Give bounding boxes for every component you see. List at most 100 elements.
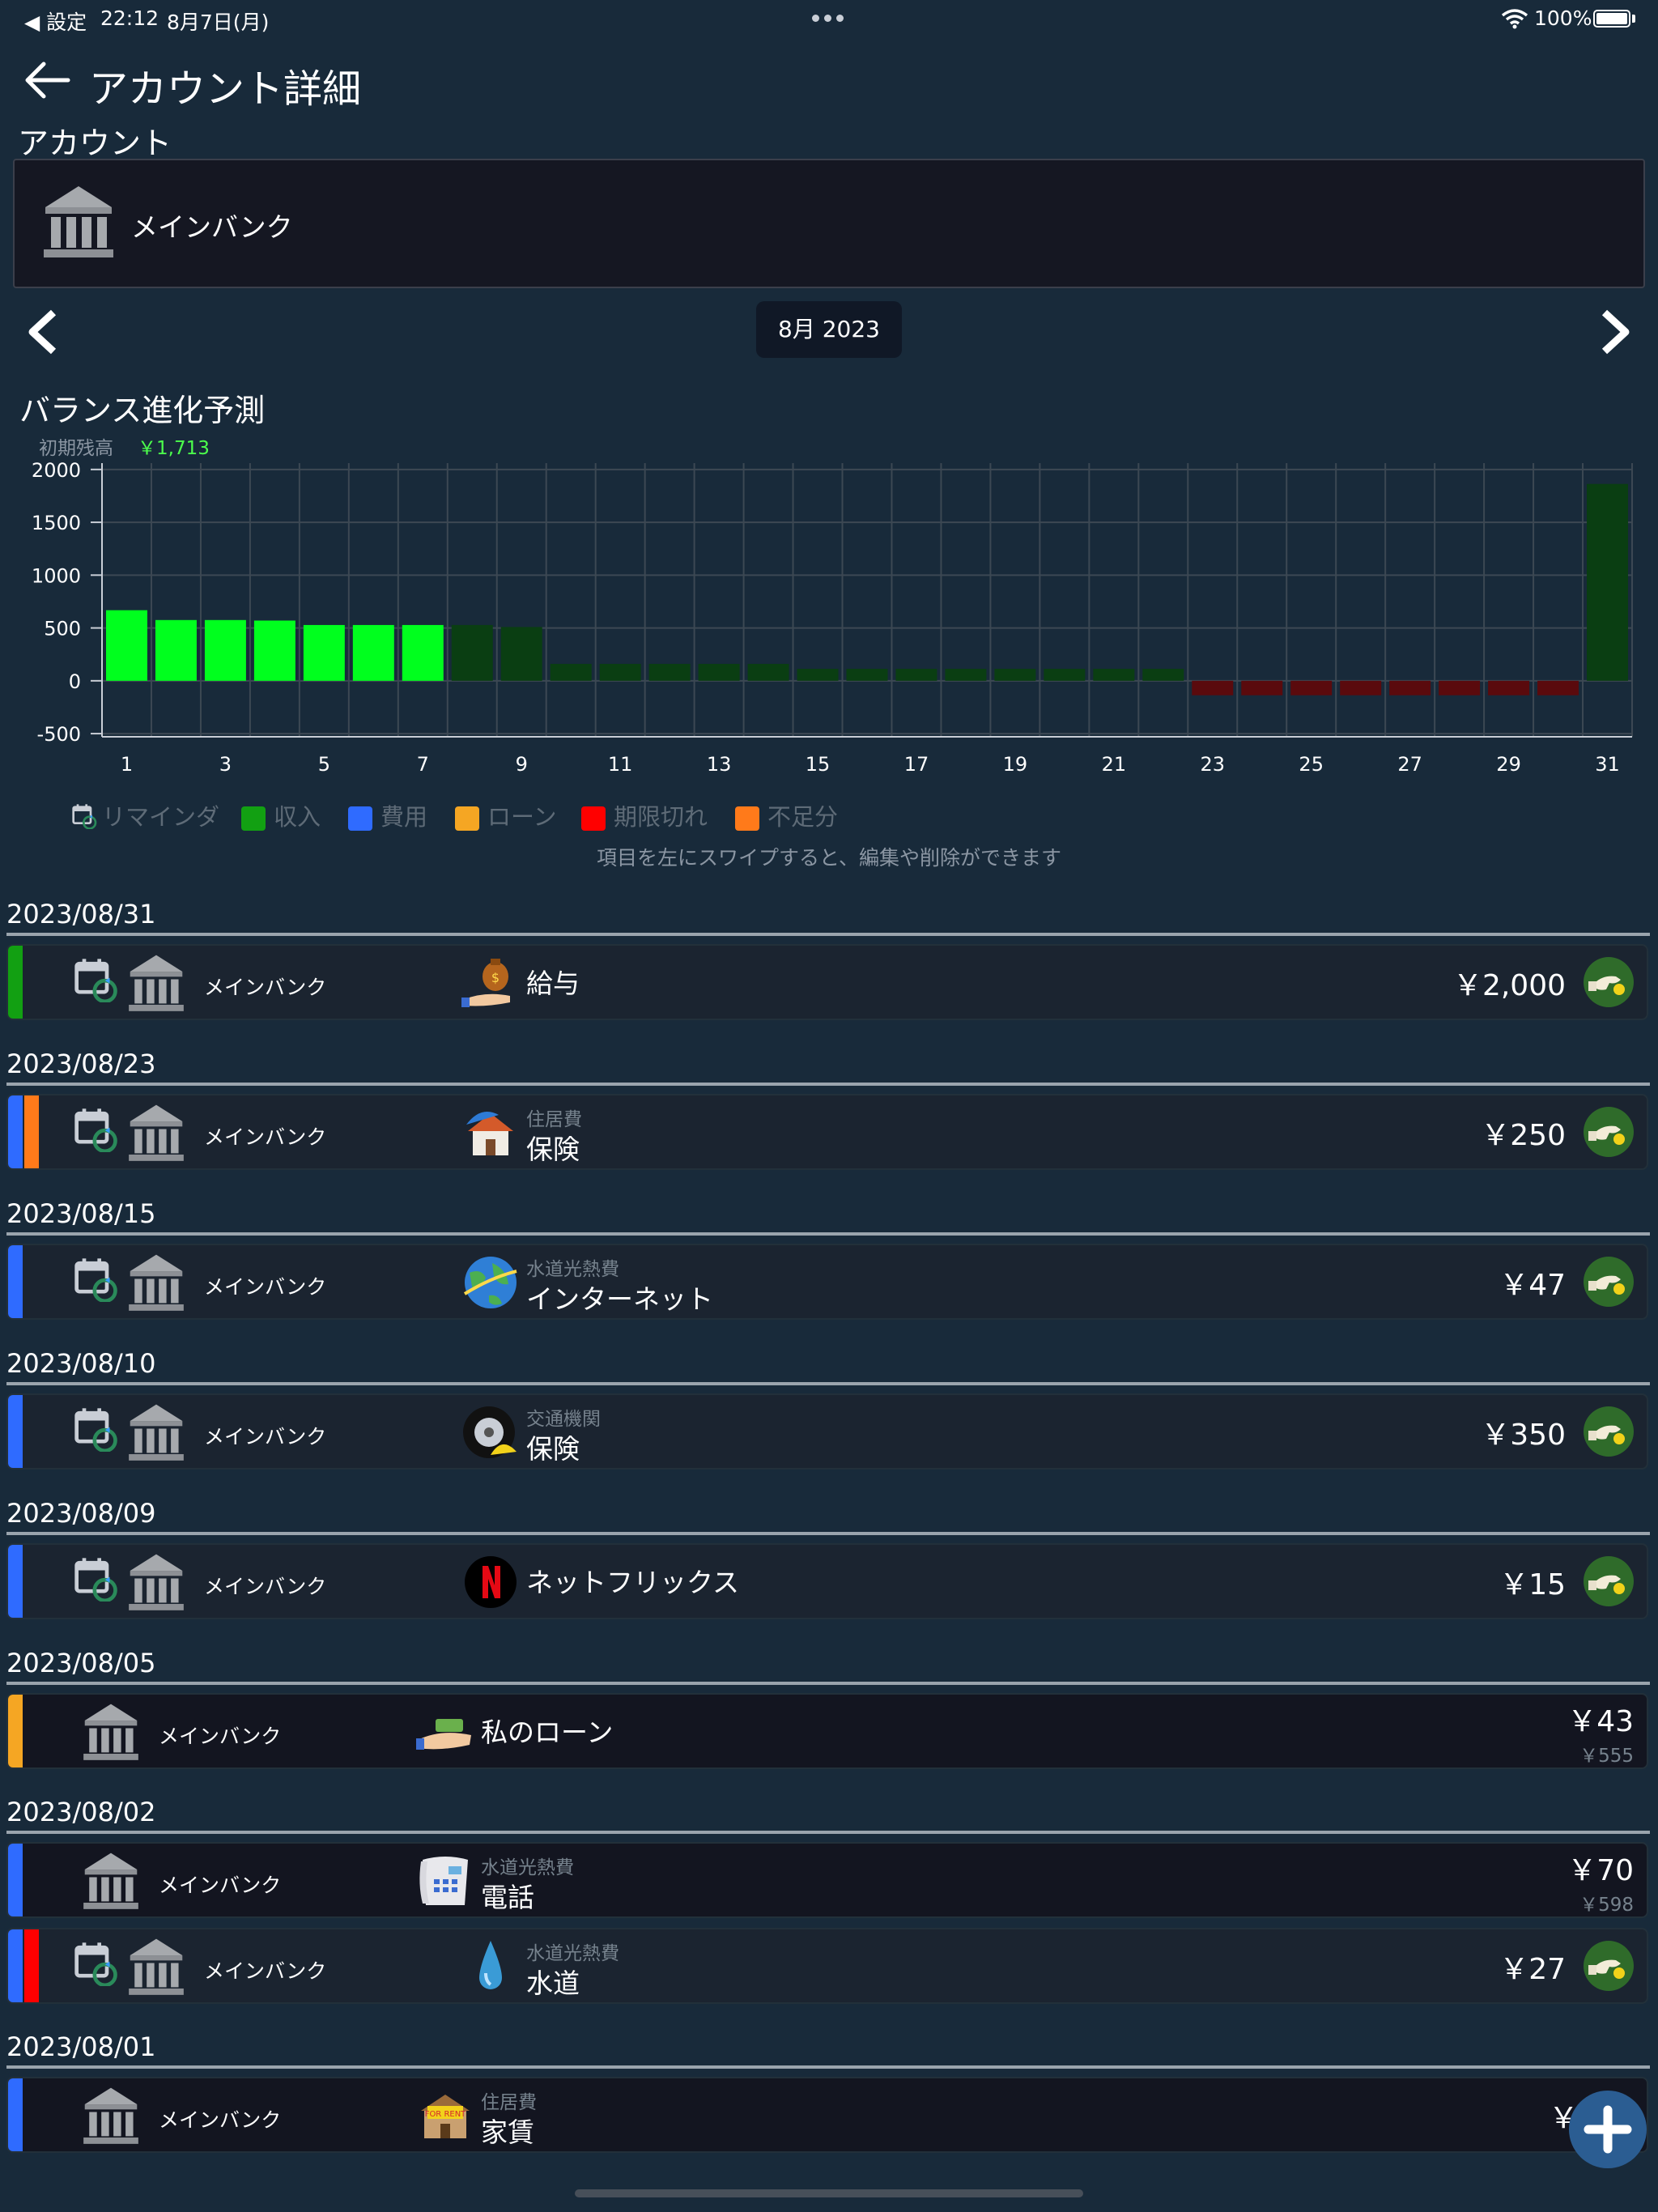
- transaction-name: 水道: [526, 1967, 580, 1999]
- transaction-remaining-amount: ￥555: [1579, 1746, 1634, 1767]
- chart-bar: [1142, 669, 1184, 681]
- calendar-refresh-icon: [74, 1558, 117, 1603]
- transaction-bank: メインバンク: [204, 1959, 327, 1983]
- status-color-bar: [24, 1095, 39, 1168]
- transaction-name: 保険: [526, 1134, 580, 1165]
- multitasking-dots-icon[interactable]: [812, 10, 848, 25]
- page-title: アカウント詳細: [89, 66, 362, 112]
- chart-bar: [599, 663, 641, 681]
- transaction-bank: メインバンク: [204, 1275, 327, 1299]
- account-selector[interactable]: [13, 159, 1645, 288]
- date-header: 2023/08/23: [6, 1049, 156, 1079]
- date-header: 2023/08/02: [6, 1797, 156, 1827]
- date-header: 2023/08/10: [6, 1348, 156, 1379]
- chart-bar: [1290, 680, 1333, 696]
- mark-paid-button[interactable]: [1584, 1257, 1634, 1307]
- mark-paid-button[interactable]: [1584, 1556, 1634, 1606]
- transaction-bank: メインバンク: [159, 1725, 282, 1748]
- status-color-bar: [8, 946, 23, 1019]
- transaction-category: 水道光熱費: [481, 1857, 574, 1878]
- water-drop-icon: [479, 1941, 502, 1989]
- x-tick-label: 1: [121, 753, 133, 776]
- transaction-row[interactable]: メインバンク 交通機関 保険 ￥350: [6, 1393, 1648, 1470]
- legend-label: リマインダ: [102, 803, 220, 831]
- legend-label: 期限切れ: [614, 803, 708, 831]
- mark-paid-button[interactable]: [1584, 1406, 1634, 1457]
- chart-bar: [648, 663, 691, 681]
- legend-label: 不足分: [767, 803, 839, 831]
- swipe-hint: 項目を左にスワイプすると、編集や削除ができます: [596, 846, 1061, 870]
- calendar-refresh-icon: [72, 803, 97, 830]
- pay-hand-icon: [1588, 1275, 1625, 1295]
- transaction-name: 家賃: [481, 2116, 534, 2148]
- bank-icon: [129, 1938, 184, 1995]
- chart-bar: [1241, 680, 1283, 696]
- back-arrow-icon[interactable]: [23, 60, 71, 100]
- status-color-bar: [8, 1844, 23, 1916]
- transaction-row[interactable]: メインバンク 私のローン ￥43 ￥555: [6, 1693, 1648, 1769]
- x-tick-label: 19: [1003, 753, 1028, 776]
- mark-paid-button[interactable]: [1584, 1941, 1634, 1991]
- status-color-bar: [8, 1929, 23, 2002]
- transaction-row[interactable]: メインバンク 住居費 保険 ￥250: [6, 1094, 1648, 1170]
- status-color-bar: [8, 1695, 23, 1767]
- chart-bar: [155, 619, 197, 681]
- mark-paid-button[interactable]: [1584, 957, 1634, 1007]
- y-tick-label: 1000: [32, 564, 81, 587]
- pay-hand-icon: [1588, 1125, 1625, 1145]
- x-tick-label: 13: [707, 753, 732, 776]
- previous-month-chevron-icon[interactable]: [24, 308, 60, 356]
- transaction-row[interactable]: メインバンク 水道光熱費 水道 ￥27: [6, 1928, 1648, 2004]
- status-time: 22:12: [100, 6, 159, 30]
- add-transaction-button[interactable]: [1569, 2091, 1647, 2168]
- transaction-category: 水道光熱費: [526, 1259, 619, 1280]
- plot-area: [102, 463, 1632, 737]
- transaction-row[interactable]: メインバンク 水道光熱費 インターネット ￥47: [6, 1244, 1648, 1320]
- transaction-bank: メインバンク: [204, 976, 327, 999]
- globe-icon: [463, 1257, 517, 1308]
- next-month-chevron-icon[interactable]: [1598, 308, 1634, 356]
- legend-swatch: [348, 806, 372, 831]
- transaction-remaining-amount: ￥598: [1579, 1895, 1634, 1916]
- month-selector[interactable]: 8月 2023: [756, 301, 902, 358]
- date-divider: [6, 1682, 1650, 1685]
- legend-swatch: [241, 806, 266, 831]
- transaction-row[interactable]: メインバンク ネットフリックス ￥15: [6, 1543, 1648, 1619]
- chart-bar: [303, 624, 345, 681]
- x-tick-label: 9: [516, 753, 528, 776]
- transaction-row[interactable]: メインバンク $ 給与 ￥2,000: [6, 944, 1648, 1020]
- x-tick-label: 25: [1299, 753, 1324, 776]
- mark-paid-button[interactable]: [1584, 1107, 1634, 1157]
- transaction-amount: ￥250: [1481, 1119, 1566, 1152]
- plus-icon: [1584, 2105, 1632, 2154]
- status-color-bar: [8, 2078, 23, 2151]
- status-color-bar: [8, 1245, 23, 1318]
- x-tick-label: 17: [904, 753, 929, 776]
- transaction-bank: メインバンク: [204, 1575, 327, 1598]
- date-divider: [6, 933, 1650, 936]
- date-divider: [6, 2065, 1650, 2069]
- legend-label: 収入: [274, 803, 321, 831]
- date-header: 2023/08/15: [6, 1198, 156, 1229]
- y-tick-label: 0: [69, 670, 81, 693]
- home-indicator[interactable]: [575, 2189, 1083, 2197]
- legend-swatch: [735, 806, 759, 831]
- x-tick-label: 21: [1102, 753, 1127, 776]
- wifi-icon: [1501, 9, 1528, 29]
- transaction-row[interactable]: メインバンク 水道光熱費 電話 ￥70 ￥598: [6, 1842, 1648, 1918]
- bank-icon: [83, 1853, 138, 1909]
- legend-swatch: [455, 806, 479, 831]
- calendar-refresh-icon: [74, 1408, 117, 1453]
- transaction-category: 水道光熱費: [526, 1943, 619, 1964]
- chart-title: バランス進化予測: [19, 393, 266, 428]
- chart-bar: [451, 624, 493, 681]
- transaction-category: 住居費: [526, 1109, 582, 1130]
- chart-bar: [500, 627, 542, 681]
- pay-hand-icon: [1588, 1425, 1625, 1444]
- status-back-to-settings[interactable]: ◀ 設定: [24, 11, 87, 34]
- pay-hand-icon: [1588, 1959, 1625, 1979]
- chart-bar: [1093, 669, 1135, 681]
- transaction-amount: ￥15: [1499, 1568, 1566, 1602]
- transaction-name: インターネット: [526, 1283, 713, 1315]
